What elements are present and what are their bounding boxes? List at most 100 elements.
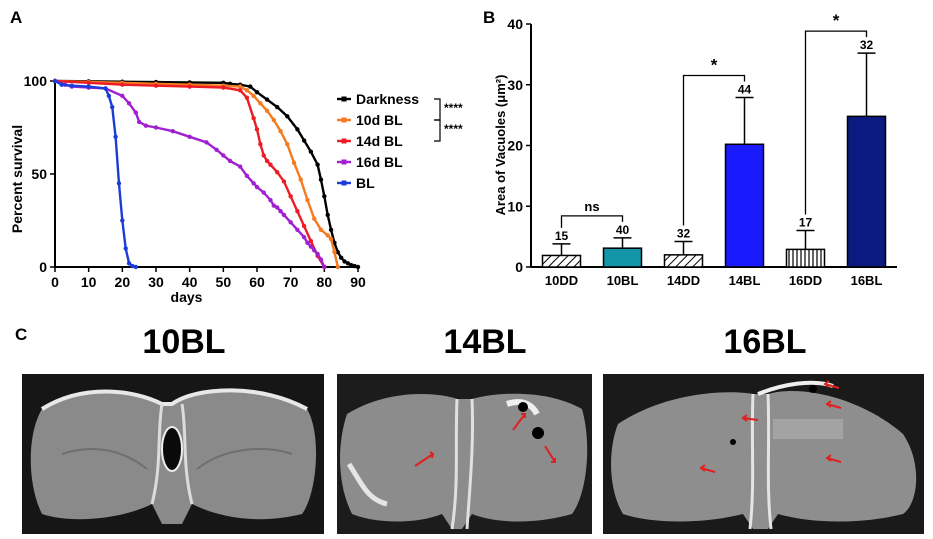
data-point bbox=[268, 197, 273, 203]
data-point bbox=[335, 264, 340, 270]
data-point bbox=[295, 209, 300, 214]
micrograph-title-10bl: 10BL bbox=[142, 323, 226, 361]
data-point bbox=[305, 197, 310, 203]
data-point bbox=[318, 177, 324, 182]
data-point bbox=[264, 97, 270, 102]
data-point bbox=[59, 82, 64, 87]
data-point bbox=[251, 93, 256, 99]
data-point bbox=[322, 264, 327, 270]
y-tick-label: 10 bbox=[507, 198, 523, 214]
legend-marker bbox=[341, 138, 347, 144]
n-label: 32 bbox=[860, 38, 874, 52]
data-point bbox=[308, 149, 314, 154]
x-tick-label: 80 bbox=[317, 274, 333, 290]
bar-16bl bbox=[846, 115, 887, 268]
micrograph-title-14bl: 14BL bbox=[443, 323, 527, 361]
data-point bbox=[254, 184, 260, 190]
x-tick-label: 14DD bbox=[667, 273, 700, 288]
series-line-bl bbox=[54, 79, 137, 269]
data-point bbox=[261, 153, 266, 158]
data-point bbox=[103, 86, 108, 91]
comparison-label: * bbox=[833, 11, 840, 30]
x-tick-label: 14BL bbox=[729, 273, 761, 288]
brain-section-14bl-image bbox=[337, 374, 592, 534]
micrograph-title-16bl: 16BL bbox=[723, 323, 807, 361]
y-tick-label: 30 bbox=[507, 77, 523, 93]
data-point bbox=[318, 257, 324, 262]
data-point bbox=[275, 205, 280, 210]
comparison-bracket bbox=[682, 74, 746, 226]
n-label: 44 bbox=[738, 83, 752, 97]
data-point bbox=[278, 129, 283, 134]
x-tick-label: 0 bbox=[51, 274, 59, 290]
data-point bbox=[136, 119, 142, 125]
data-point bbox=[126, 101, 132, 106]
x-tick-label: 16BL bbox=[851, 273, 883, 288]
data-point bbox=[116, 181, 122, 186]
y-tick-label: 40 bbox=[507, 16, 523, 32]
panel-label-c: C bbox=[15, 325, 28, 344]
y-tick-label: 20 bbox=[507, 138, 523, 154]
significance-label: **** bbox=[444, 122, 463, 136]
significance-label: **** bbox=[444, 101, 463, 115]
data-point bbox=[332, 249, 337, 255]
bar-10bl bbox=[602, 247, 643, 268]
bar-14bl bbox=[724, 143, 765, 268]
y-axis-label: Percent survival bbox=[9, 125, 25, 233]
data-point bbox=[345, 261, 351, 266]
panel-label-a: A bbox=[10, 8, 23, 27]
data-point bbox=[285, 142, 290, 147]
data-point bbox=[120, 93, 125, 99]
data-point bbox=[86, 80, 91, 86]
n-label: 40 bbox=[616, 223, 630, 237]
x-tick-label: 10 bbox=[81, 274, 97, 290]
x-tick-label: 70 bbox=[283, 274, 299, 290]
brain-section-16bl-image bbox=[603, 374, 924, 534]
data-point bbox=[221, 85, 226, 90]
legend-marker bbox=[341, 96, 347, 102]
comparison-bracket bbox=[804, 30, 868, 215]
data-point bbox=[308, 238, 314, 244]
data-point bbox=[318, 227, 324, 232]
legend-marker bbox=[341, 117, 347, 123]
data-point bbox=[298, 177, 303, 182]
data-point bbox=[322, 194, 327, 199]
data-point bbox=[258, 101, 263, 106]
data-point bbox=[275, 169, 280, 175]
data-point bbox=[123, 246, 128, 251]
data-point bbox=[221, 153, 226, 158]
n-label: 32 bbox=[677, 226, 691, 240]
bar-10dd bbox=[541, 254, 582, 268]
x-tick-label: 90 bbox=[350, 274, 366, 290]
data-point bbox=[251, 181, 256, 186]
data-point bbox=[312, 216, 317, 221]
data-point bbox=[264, 108, 270, 113]
data-point bbox=[349, 262, 354, 268]
data-point bbox=[285, 114, 290, 119]
data-point bbox=[126, 261, 132, 266]
data-point bbox=[248, 84, 253, 89]
data-point bbox=[120, 218, 125, 223]
legend-label: Darkness bbox=[356, 91, 419, 107]
data-point bbox=[328, 236, 334, 242]
data-point bbox=[288, 194, 293, 199]
data-point bbox=[187, 134, 192, 139]
data-point bbox=[278, 209, 283, 214]
legend-label: BL bbox=[356, 175, 375, 191]
x-tick-label: 10BL bbox=[607, 273, 639, 288]
legend-marker bbox=[341, 180, 347, 186]
data-point bbox=[120, 82, 125, 87]
data-point bbox=[295, 127, 300, 132]
data-point bbox=[143, 123, 149, 128]
data-point bbox=[271, 117, 277, 123]
survival-chart: 0 50 100 0 10 20 30 40 50 60 70 80 90 days Percent sur… bbox=[9, 73, 463, 305]
comparison-bracket bbox=[560, 215, 624, 228]
micrograph-16bl bbox=[603, 374, 924, 534]
data-point bbox=[244, 88, 250, 93]
data-point bbox=[281, 179, 287, 184]
data-point bbox=[237, 88, 243, 93]
data-point bbox=[308, 244, 314, 249]
data-point bbox=[251, 116, 256, 121]
data-point bbox=[315, 251, 320, 257]
